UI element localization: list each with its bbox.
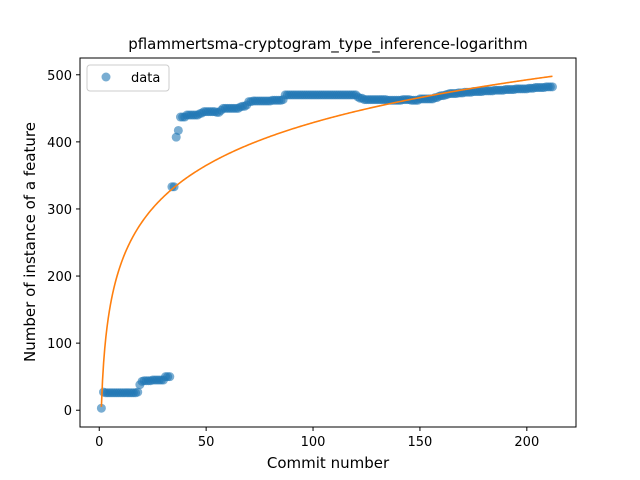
y-tick-label: 100 <box>47 337 72 352</box>
data-point <box>165 372 175 382</box>
data-point <box>96 403 106 413</box>
y-axis-label: Number of instance of a feature <box>21 122 39 362</box>
legend-marker-data <box>101 72 111 82</box>
x-tick-label: 50 <box>198 435 215 450</box>
y-tick-label: 0 <box>64 404 72 419</box>
y-tick-label: 500 <box>47 69 72 84</box>
axes-frame <box>79 57 577 428</box>
x-tick-label: 100 <box>301 435 326 450</box>
plot-area <box>79 57 577 428</box>
legend-label-data: data <box>131 71 160 86</box>
data-point <box>133 387 143 397</box>
x-tick-label: 0 <box>95 435 103 450</box>
x-tick-label: 150 <box>408 435 433 450</box>
y-axis: 0 100 200 300 400 500 <box>47 69 80 419</box>
series-layer <box>96 75 557 413</box>
data-point <box>547 82 557 92</box>
legend-box <box>86 64 170 92</box>
y-tick-label: 200 <box>47 270 72 285</box>
x-axis: 0 50 100 150 200 <box>95 427 539 450</box>
y-tick-label: 300 <box>47 203 72 218</box>
y-tick-label: 400 <box>47 136 72 151</box>
fit-line <box>100 75 553 407</box>
x-axis-label: Commit number <box>267 454 390 472</box>
chart-title: pflammertsma-cryptogram_type_inference-l… <box>128 35 528 54</box>
data-point <box>173 125 183 135</box>
x-tick-label: 200 <box>514 435 539 450</box>
legend: data <box>86 64 170 92</box>
